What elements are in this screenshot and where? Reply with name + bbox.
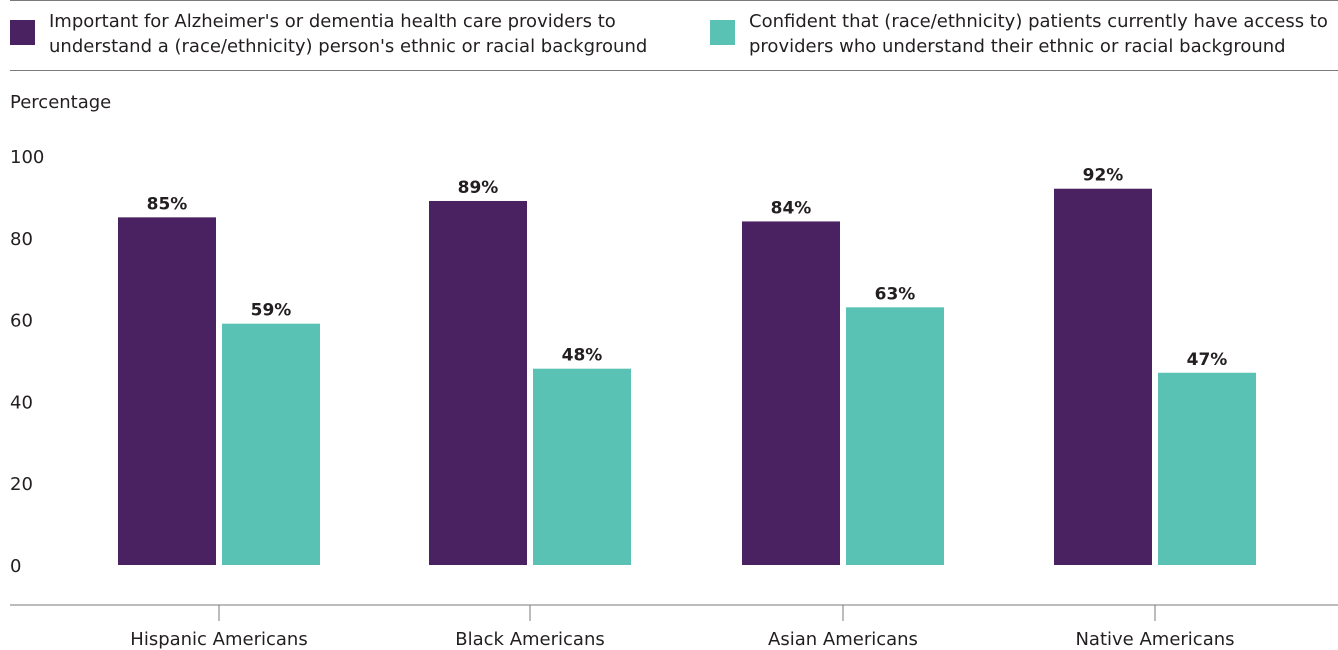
data-label: 85% [147, 194, 188, 214]
bar-important [1054, 188, 1152, 565]
x-tick-label: Asian Americans [768, 629, 918, 650]
y-tick-label: 40 [10, 392, 33, 413]
y-tick-label: 60 [10, 311, 33, 332]
y-axis-label: Percentage [10, 92, 112, 113]
x-tick-label: Black Americans [455, 629, 604, 650]
data-label: 59% [251, 301, 292, 321]
data-label: 89% [458, 178, 499, 198]
y-tick-label: 100 [10, 147, 44, 168]
x-tick-label: Native Americans [1075, 629, 1234, 650]
legend-label-important: Important for Alzheimer's or dementia he… [49, 11, 648, 57]
bar-confident [846, 307, 944, 565]
data-label: 47% [1187, 350, 1228, 370]
legend-item-confident: Confident that (race/ethnicity) patients… [710, 9, 1338, 59]
bar-confident [222, 323, 320, 565]
x-tick-label: Hispanic Americans [130, 629, 307, 650]
legend-item-important: Important for Alzheimer's or dementia he… [10, 9, 669, 59]
legend: Important for Alzheimer's or dementia he… [0, 0, 1338, 71]
legend-top-rule [10, 0, 1338, 1]
legend-swatch-confident [710, 20, 735, 45]
bar-confident [1158, 372, 1256, 565]
legend-label-confident: Confident that (race/ethnicity) patients… [749, 11, 1328, 57]
bar-confident [533, 368, 631, 565]
data-label: 48% [562, 346, 603, 366]
data-label: 92% [1083, 166, 1124, 186]
bar-important [118, 217, 216, 565]
bar-important [742, 221, 840, 565]
legend-swatch-important [10, 20, 35, 45]
y-tick-label: 20 [10, 474, 33, 495]
legend-bottom-rule [10, 70, 1338, 71]
y-tick-label: 0 [10, 556, 21, 577]
data-label: 84% [771, 198, 812, 218]
data-label: 63% [875, 284, 916, 304]
bar-important [429, 200, 527, 566]
y-tick-label: 80 [10, 229, 33, 250]
